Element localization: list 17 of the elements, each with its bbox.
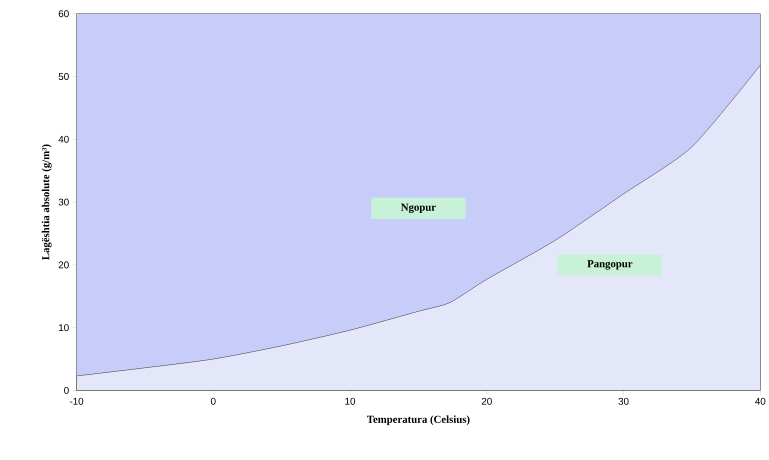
x-tick-label: 40 [755,398,766,405]
x-tick-label: 30 [618,398,629,405]
x-tick-label: 0 [210,398,216,405]
x-tick-label: 20 [482,398,492,405]
y-tick-label: 10 [59,324,69,332]
y-tick-label: 30 [58,198,69,206]
y-tick-label: 60 [58,10,69,18]
y-tick-label: 40 [58,136,69,143]
x-axis-title: Temperatura (Celsius) [366,415,470,426]
x-tick-label: -10 [70,398,84,405]
y-tick-label: 0 [64,386,69,394]
y-axis-title: Lagështia absolute (g/m³) [42,144,52,260]
y-tick-label: 50 [58,73,69,80]
series-label: Pangopur [587,260,632,270]
series-label: Ngopur [400,204,436,214]
y-tick-label: 20 [58,261,69,268]
x-tick-label: 10 [345,398,356,405]
